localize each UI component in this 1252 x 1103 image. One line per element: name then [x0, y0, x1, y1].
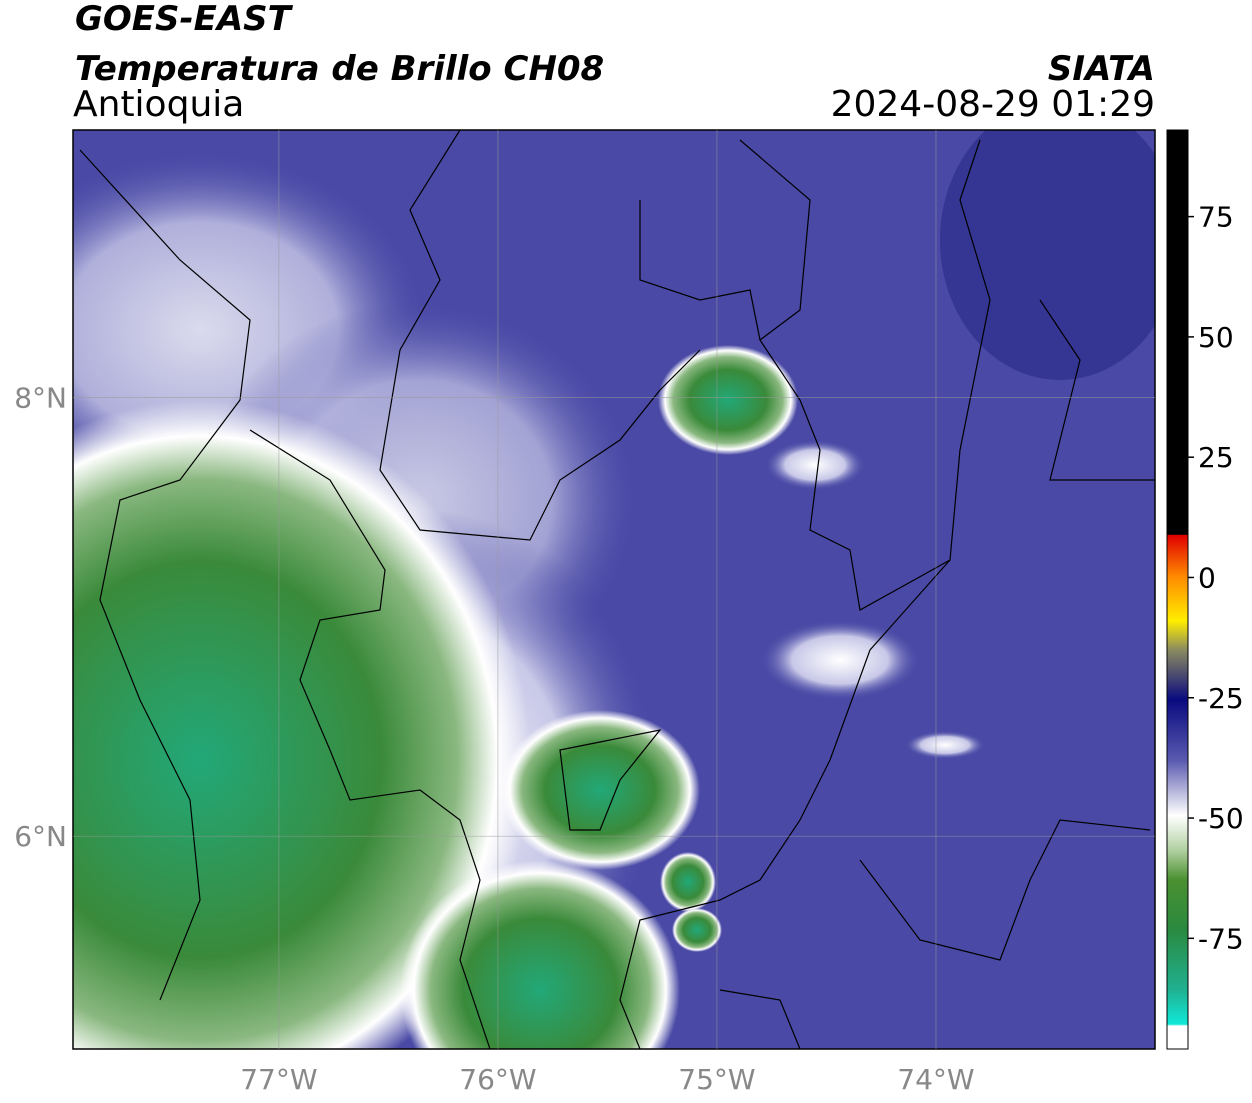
map-image — [73, 130, 1155, 1049]
colorbar-tick-label: -25 — [1198, 682, 1244, 715]
x-tick-label: 77°W — [240, 1063, 317, 1096]
satellite: GOES-EAST — [75, 0, 294, 39]
colorbar-tick-label: 50 — [1198, 321, 1234, 354]
map-frame — [72, 129, 1156, 1050]
colorbar-tick-label: -50 — [1198, 802, 1244, 835]
colorbar-tick-label: 0 — [1198, 561, 1216, 594]
x-tick-label: 75°W — [678, 1063, 755, 1096]
colorbar — [1166, 129, 1189, 1050]
region: Antioquia — [73, 84, 244, 125]
colorbar-tick-label: 25 — [1198, 441, 1234, 474]
x-tick-label: 74°W — [897, 1063, 974, 1096]
x-tick-label: 76°W — [459, 1063, 536, 1096]
datetime: 2024-08-29 01:29 — [831, 84, 1155, 125]
y-tick-label: 6°N — [14, 820, 67, 853]
source: SIATA — [1048, 49, 1155, 89]
product: Temperatura de Brillo CH08 — [75, 49, 604, 89]
colorbar-tick-label: 75 — [1198, 201, 1234, 234]
y-tick-label: 8°N — [14, 382, 67, 415]
colorbar-tick-label: -75 — [1198, 922, 1244, 955]
